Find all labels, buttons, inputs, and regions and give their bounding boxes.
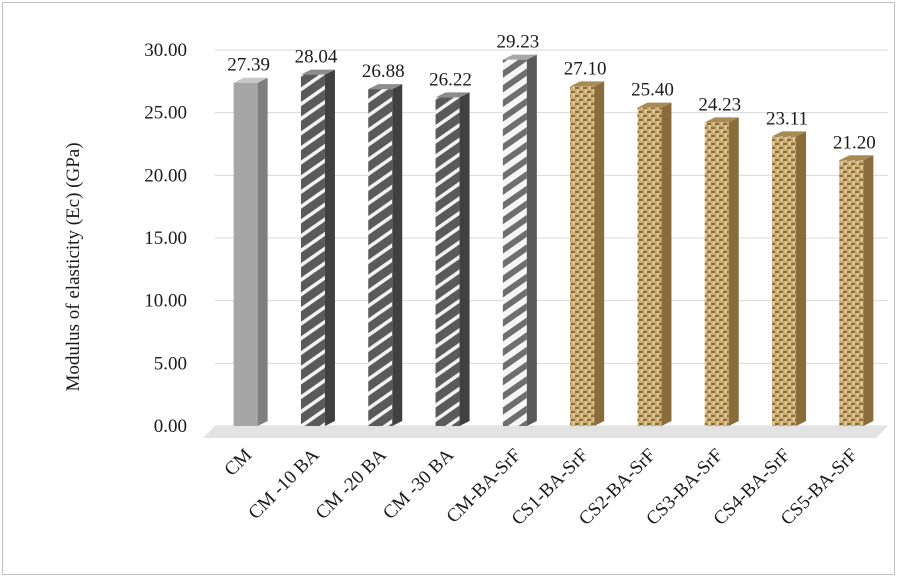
y-tick-label: 5.00: [154, 353, 187, 374]
bar-side: [728, 117, 739, 427]
data-label: 23.11: [766, 108, 808, 129]
y-tick-label: 10.00: [144, 291, 187, 312]
bar-top: [502, 54, 537, 60]
bar: [435, 92, 470, 426]
bar: [502, 54, 537, 426]
data-label: 27.39: [227, 55, 270, 76]
bar-top: [570, 81, 605, 87]
data-label: 25.40: [631, 80, 674, 101]
x-tick-label: CM -20 BA: [312, 444, 391, 523]
bar: [839, 155, 874, 426]
bar-top: [839, 155, 874, 161]
bar-front: [368, 89, 393, 426]
data-label: 24.23: [698, 94, 741, 115]
bar-front: [570, 86, 595, 426]
bar-front: [233, 82, 258, 426]
bar-front: [435, 97, 460, 426]
bar-top: [637, 102, 672, 108]
bar-front: [839, 160, 864, 426]
bar-front: [637, 107, 662, 427]
bar-top: [772, 131, 807, 137]
y-tick-label: 30.00: [144, 40, 187, 61]
y-axis-tick-labels: 0.00 5.00 10.00 15.00 20.00 25.00 30.00: [144, 40, 187, 437]
bar: [300, 69, 335, 426]
y-axis-label: Modulus of elasticity (Ec) (GPa): [63, 142, 84, 391]
bar-top: [435, 92, 470, 98]
chart-floor: [203, 426, 888, 438]
bar-top: [704, 117, 739, 123]
bar: [570, 81, 605, 426]
bar: [368, 84, 403, 426]
y-tick-label: 15.00: [144, 228, 187, 249]
bar-side: [661, 102, 672, 427]
bar: [704, 117, 739, 427]
bar-side: [459, 92, 470, 426]
y-tick-label: 0.00: [154, 416, 187, 437]
data-label: 21.20: [833, 132, 876, 153]
x-tick-label: CM: [220, 445, 256, 481]
y-tick-label: 20.00: [144, 165, 187, 186]
bar-side: [863, 155, 874, 426]
bar-front: [300, 74, 325, 426]
bar-front: [502, 59, 527, 426]
bar-side: [324, 69, 335, 426]
data-label: 27.10: [564, 58, 607, 79]
bar-top: [368, 84, 403, 90]
x-tick-label: CM -10 BA: [244, 444, 323, 523]
data-label: 26.88: [362, 61, 405, 82]
bar-front: [704, 122, 729, 427]
bar-front: [772, 136, 797, 426]
data-labels: 27.39 28.04 26.88 26.22 29.23 27.10 25.40 24.23…: [227, 32, 875, 154]
bar-side: [796, 131, 807, 426]
bar-top: [300, 69, 335, 75]
bar-top: [233, 77, 268, 83]
bar-side: [257, 77, 268, 426]
bar: [233, 77, 268, 426]
bar: [772, 131, 807, 426]
data-label: 28.04: [295, 47, 338, 68]
y-tick-label: 25.00: [144, 103, 187, 124]
data-label: 29.23: [496, 32, 539, 53]
bar-side: [526, 54, 537, 426]
data-label: 26.22: [429, 69, 472, 90]
bar-side: [392, 84, 403, 426]
bar: [637, 102, 672, 427]
bars: [233, 54, 874, 427]
bar-side: [594, 81, 605, 426]
